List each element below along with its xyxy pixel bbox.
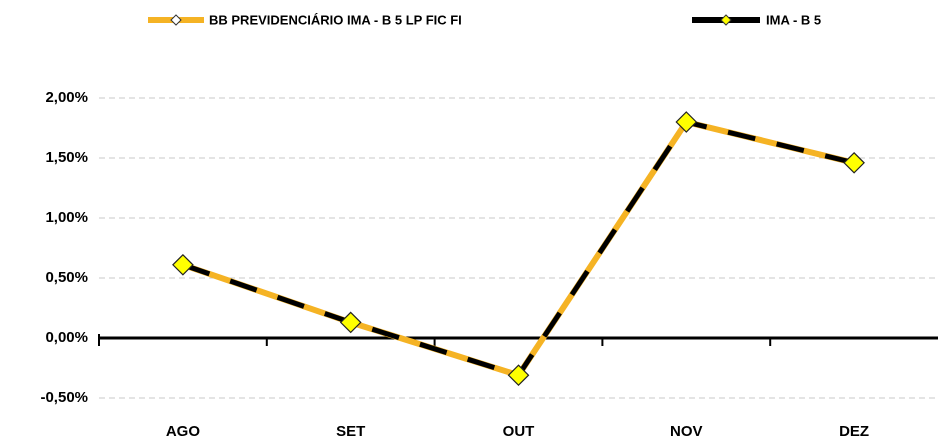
legend: BB PREVIDENCIÁRIO IMA - B 5 LP FIC FI IM…: [148, 12, 821, 27]
y-tick-label: -0,50%: [40, 389, 88, 406]
x-tick-label: NOV: [670, 423, 703, 440]
data-marker: [172, 253, 194, 276]
y-tick-label: 1,50%: [45, 149, 88, 166]
data-marker: [507, 364, 530, 387]
data-marker: [675, 111, 698, 133]
x-tick-label: DEZ: [839, 423, 869, 440]
legend-marker: [720, 14, 732, 26]
legend-label: IMA - B 5: [766, 12, 821, 27]
y-tick-label: 2,00%: [45, 89, 88, 106]
data-marker: [339, 311, 362, 334]
y-tick-label: 0,00%: [45, 329, 88, 346]
x-tick-label: AGO: [166, 423, 201, 440]
y-tick-label: 0,50%: [45, 269, 88, 286]
y-tick-label: 1,00%: [45, 209, 88, 226]
x-tick-label: OUT: [503, 423, 535, 440]
x-tick-label: SET: [336, 423, 365, 440]
data-marker: [843, 151, 865, 174]
legend-marker: [170, 14, 182, 26]
legend-label: BB PREVIDENCIÁRIO IMA - B 5 LP FIC FI: [209, 12, 462, 27]
